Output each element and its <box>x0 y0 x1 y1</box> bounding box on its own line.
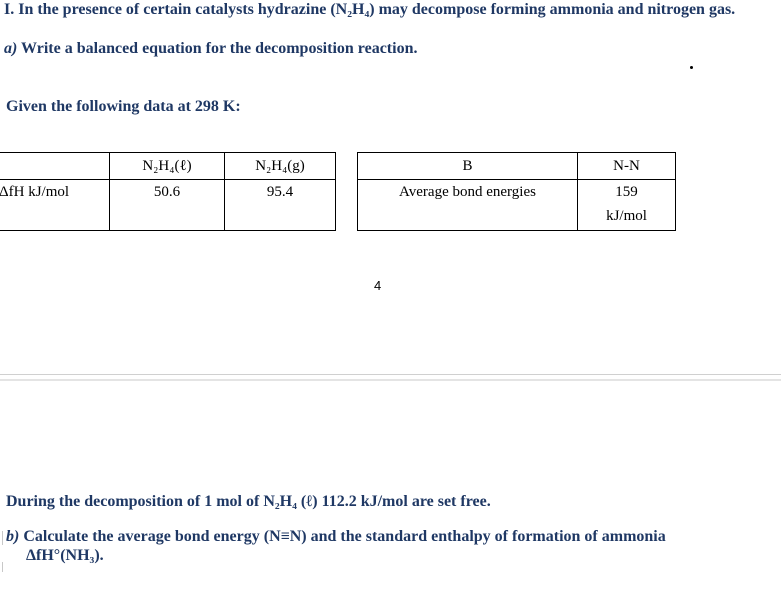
enthalpy-row-label: ΔfH kJ/mol <box>0 179 110 231</box>
page-separator-shadow <box>0 379 781 381</box>
bond-table-header-b: B <box>357 152 578 180</box>
bond-nn-number: 159 <box>615 184 638 200</box>
bond-nn-value: 159 kJ/mol <box>577 179 676 231</box>
part-b-text: Calculate the average bond energy (N≡N) … <box>19 528 666 545</box>
page-separator <box>0 374 781 375</box>
given-data-heading: Given the following data at 298 K: <box>6 98 241 115</box>
margin-mark-lower <box>2 562 3 572</box>
bond-nn-unit: kJ/mol <box>606 208 647 224</box>
bond-table-header-nn: N-N <box>577 152 676 180</box>
part-a-label: a) <box>4 40 18 57</box>
part-b-question: b) Calculate the average bond energy (N≡… <box>6 527 776 547</box>
part-b-formula: ΔfH°(NH₃). <box>26 547 104 564</box>
stray-dot <box>690 66 693 69</box>
page-number: 4 <box>374 278 382 293</box>
margin-mark <box>2 531 3 545</box>
bond-row-label: Average bond energies <box>357 179 578 231</box>
enthalpy-table-header-liquid: N₂H₄(ℓ) <box>109 152 225 180</box>
enthalpy-table-header-gas: N₂H₄(g) <box>224 152 336 180</box>
enthalpy-table: N₂H₄(ℓ) N₂H₄(g) ΔfH kJ/mol 50.6 95.4 <box>0 152 336 231</box>
bond-energy-table: B N-N Average bond energies 159 kJ/mol <box>357 152 676 231</box>
question-intro: I. In the presence of certain catalysts … <box>4 1 736 18</box>
enthalpy-table-header-empty <box>0 152 110 180</box>
part-b-label: b) <box>6 528 20 545</box>
part-a-question: a) Write a balanced equation for the dec… <box>4 40 417 58</box>
decomposition-statement: During the decomposition of 1 mol of N₂H… <box>6 493 491 510</box>
enthalpy-gas-value: 95.4 <box>224 179 336 231</box>
enthalpy-liquid-value: 50.6 <box>109 179 225 231</box>
part-a-text: Write a balanced equation for the decomp… <box>17 40 418 57</box>
